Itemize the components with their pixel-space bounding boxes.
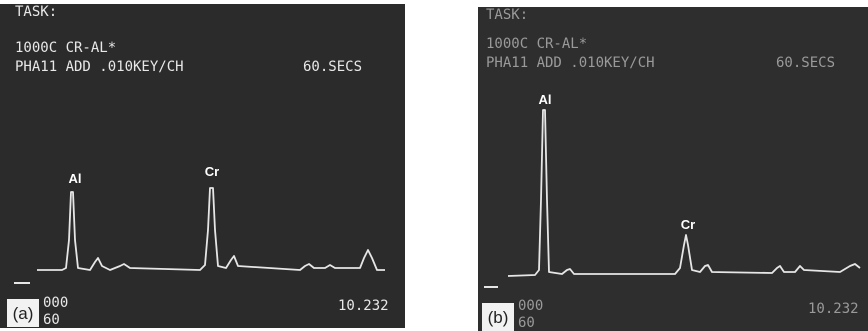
- footer-right: 10.232: [808, 301, 859, 317]
- footer-left: 000: [43, 295, 68, 311]
- page: {"panels": [ {"label": "(a)", "header": …: [0, 0, 868, 331]
- acquisition-time: 60.SECS: [776, 55, 835, 71]
- panel-b: TASK: 1000C CR-AL* PHA11 ADD .010KEY/CH …: [478, 7, 868, 331]
- header-line: PHA11 ADD .010KEY/CH: [486, 55, 655, 71]
- panel-label: (b): [488, 308, 509, 327]
- footer-left: 000: [518, 298, 543, 314]
- header-line: 1000C CR-AL*: [486, 36, 587, 52]
- panel-a: TASK: 1000C CR-AL* PHA11 ADD .010KEY/CH …: [0, 4, 405, 328]
- header-line: TASK:: [486, 7, 528, 23]
- footer-left: 60: [43, 312, 60, 328]
- peak-label: Cr: [681, 217, 695, 232]
- figure: TASK: 1000C CR-AL* PHA11 ADD .010KEY/CH …: [0, 0, 868, 331]
- peak-label: Al: [69, 171, 82, 186]
- header-line: PHA11 ADD .010KEY/CH: [15, 59, 184, 75]
- header-line: TASK:: [15, 4, 57, 20]
- acquisition-time: 60.SECS: [303, 59, 362, 75]
- footer-right: 10.232: [338, 298, 389, 314]
- peak-label: Cr: [205, 164, 219, 179]
- panel-label: (a): [13, 304, 34, 323]
- footer-left: 60: [518, 315, 535, 331]
- peak-label: Al: [539, 92, 552, 107]
- header-line: 1000C CR-AL*: [15, 40, 116, 56]
